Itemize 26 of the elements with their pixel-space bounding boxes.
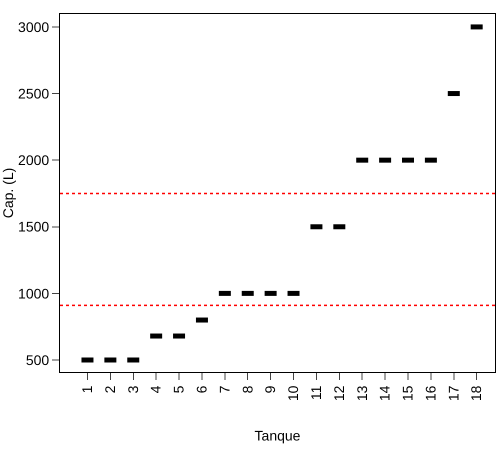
x-tick-label: 15: [400, 385, 416, 402]
x-tick-label: 8: [239, 385, 256, 394]
x-tick-label: 3: [124, 385, 141, 394]
x-tick-label: 6: [194, 385, 210, 394]
x-tick-label: 16: [422, 385, 438, 402]
y-tick-label: 1000: [18, 285, 50, 302]
x-tick-label: 14: [376, 385, 393, 402]
y-tick-label: 1500: [18, 218, 50, 235]
y-axis-title: Cap. (L): [0, 168, 16, 218]
x-tick-label: 1: [79, 385, 96, 394]
x-tick-label: 5: [170, 385, 187, 394]
y-tick-label: 2000: [18, 152, 50, 168]
x-tick-label: 13: [354, 385, 370, 402]
y-tick-label: 500: [26, 352, 50, 368]
x-tick-label: 18: [468, 385, 484, 402]
x-tick-label: 17: [445, 385, 462, 402]
y-tick-label: 2500: [18, 85, 50, 102]
x-tick-label: 10: [285, 385, 302, 402]
x-axis-title: Tanque: [254, 427, 301, 444]
x-tick-label: 9: [262, 385, 278, 394]
x-tick-label: 4: [148, 385, 164, 394]
y-tick-label: 3000: [18, 18, 50, 35]
x-tick-label: 2: [102, 385, 118, 394]
x-tick-label: 12: [330, 385, 347, 402]
x-tick-label: 7: [216, 385, 232, 394]
x-tick-label: 11: [308, 385, 324, 400]
